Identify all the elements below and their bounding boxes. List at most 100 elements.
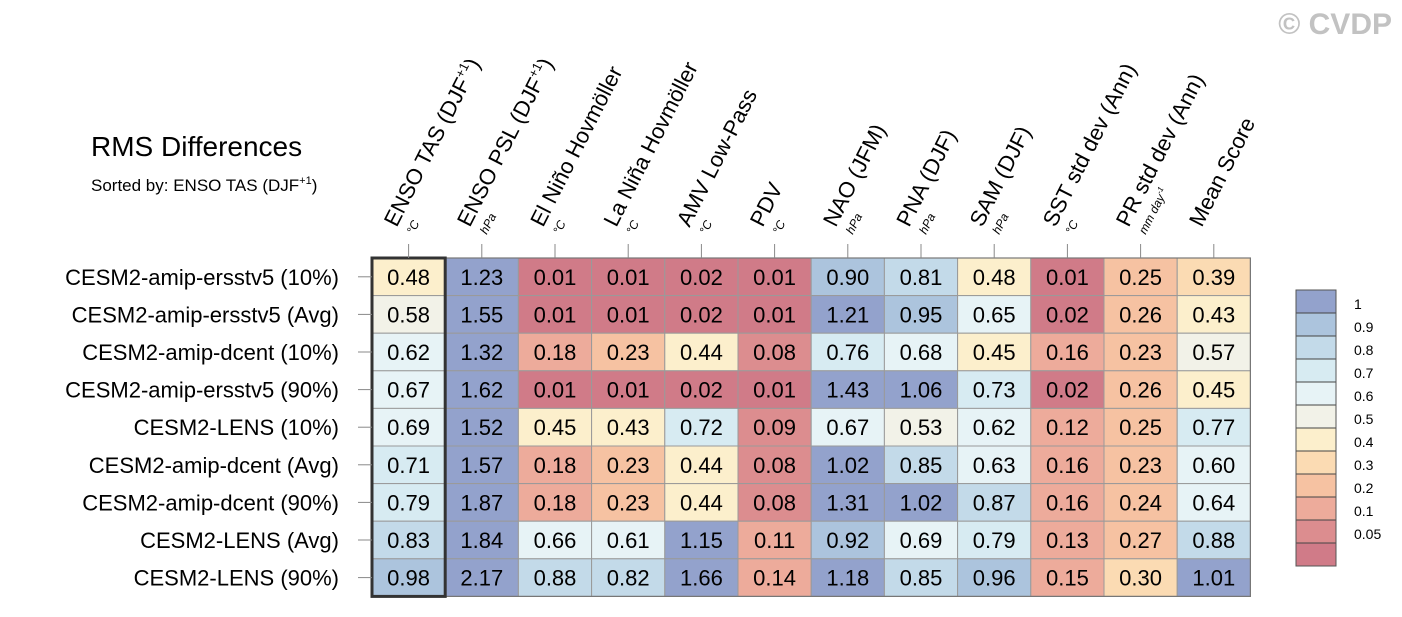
cell-value: 0.01 (607, 265, 650, 290)
legend-label: 0.8 (1354, 342, 1374, 358)
legend-swatch (1296, 474, 1336, 497)
cell-value: 0.13 (1046, 528, 1089, 553)
heatmap-cell (957, 370, 1032, 409)
cell-value: 1.06 (900, 378, 943, 403)
cell-value: 0.88 (1192, 528, 1235, 553)
row-label: CESM2-amip-ersstv5 (10%) (65, 265, 339, 290)
cell-value: 0.96 (973, 566, 1016, 591)
cell-value: 1.15 (680, 528, 723, 553)
cell-value: 1.31 (826, 490, 869, 515)
cell-value: 0.79 (973, 528, 1016, 553)
color-legend: 1 0.9 0.8 0.7 0.6 0.5 0.4 0.3 0.2 0.1 0.05 (1295, 289, 1381, 567)
heatmap-cell (810, 445, 885, 485)
cell-value: 0.53 (900, 415, 943, 440)
heatmap-cell (371, 558, 446, 597)
cell-value: 0.98 (387, 566, 430, 591)
row-labels: CESM2-amip-ersstv5 (10%) CESM2-amip-ersst… (65, 265, 372, 591)
cell-value: 0.18 (534, 340, 577, 365)
heatmap-cell (591, 520, 666, 560)
cell-values: 0.48 1.23 0.01 0.01 0.02 0.01 0.90 0.81 0.48 0.01… (387, 265, 1235, 591)
heatmap-cell (957, 483, 1032, 522)
cell-value: 0.43 (1192, 302, 1235, 327)
cell-value: 0.48 (387, 265, 430, 290)
cell-value: 0.44 (680, 340, 723, 365)
cell-value: 0.63 (973, 453, 1016, 478)
cell-value: 0.60 (1192, 453, 1235, 478)
heatmap-cell (517, 520, 593, 560)
heatmap-cell (810, 332, 885, 372)
heatmap-cell (664, 483, 739, 522)
heatmap-cell (810, 558, 885, 597)
heatmap-cell (957, 558, 1032, 597)
cell-value: 0.01 (1046, 265, 1089, 290)
column-unit: °C (770, 218, 789, 237)
cell-value: 0.64 (1192, 490, 1235, 515)
heatmap-cell (517, 483, 593, 522)
cell-value: 0.08 (753, 453, 796, 478)
heatmap-cell (883, 257, 959, 297)
cell-value: 0.27 (1119, 528, 1162, 553)
heatmap-cell (810, 483, 885, 522)
heatmap-cell (1103, 295, 1178, 334)
cell-value: 1.18 (826, 566, 869, 591)
cell-value: 0.43 (607, 415, 650, 440)
legend-label: 0.05 (1354, 526, 1381, 542)
heatmap-cell (444, 558, 519, 597)
heatmap-cell (1030, 483, 1105, 522)
cell-value: 0.65 (973, 302, 1016, 327)
cell-value: 0.23 (1119, 453, 1162, 478)
cell-value: 0.66 (534, 528, 577, 553)
heatmap-cell (591, 558, 666, 597)
cell-value: 0.12 (1046, 415, 1089, 440)
cell-value: 0.85 (900, 453, 943, 478)
heatmap-cell (371, 520, 446, 560)
heatmap-cell (1176, 483, 1251, 522)
cell-value: 1.01 (1192, 566, 1235, 591)
cell-value: 0.01 (534, 378, 577, 403)
cell-value: 0.72 (680, 415, 723, 440)
heatmap-cell (737, 558, 812, 597)
cell-value: 0.81 (900, 265, 943, 290)
cell-value: 0.90 (826, 265, 869, 290)
cell-value: 0.24 (1119, 490, 1162, 515)
cell-value: 0.26 (1119, 302, 1162, 327)
cell-value: 0.67 (387, 378, 430, 403)
cell-value: 0.01 (607, 378, 650, 403)
column-header: AMV Low-Pass (672, 85, 763, 230)
heatmap-cell (1176, 370, 1251, 409)
cell-value: 0.15 (1046, 566, 1089, 591)
heatmap-cell (371, 445, 446, 485)
cell-value: 0.62 (973, 415, 1016, 440)
legend-swatch (1296, 359, 1336, 382)
cell-value: 0.18 (534, 453, 577, 478)
cell-value: 0.01 (753, 378, 796, 403)
heatmap-cell (664, 332, 739, 372)
cell-value: 1.84 (460, 528, 503, 553)
cell-value: 0.26 (1119, 378, 1162, 403)
cell-value: 0.48 (973, 265, 1016, 290)
legend-swatch (1296, 428, 1336, 451)
cell-value: 0.87 (973, 490, 1016, 515)
cell-value: 0.92 (826, 528, 869, 553)
heatmap-cell (1176, 558, 1251, 597)
legend-label: 0.6 (1354, 388, 1374, 404)
heatmap-cell (1103, 370, 1178, 409)
heatmap-cell (1176, 520, 1251, 560)
legend-swatch (1296, 313, 1336, 336)
heatmap-cell (883, 558, 959, 597)
heatmap-cell (883, 445, 959, 485)
cell-value: 0.23 (607, 490, 650, 515)
cell-value: 0.23 (607, 340, 650, 365)
cell-value: 1.55 (460, 302, 503, 327)
column-unit: °C (1063, 218, 1082, 237)
row-label: CESM2-amip-dcent (90%) (82, 490, 339, 515)
cell-value: 1.43 (826, 378, 869, 403)
cell-value: 0.30 (1119, 566, 1162, 591)
cell-value: 0.82 (607, 566, 650, 591)
row-label: CESM2-LENS (90%) (134, 566, 339, 591)
cell-value: 0.44 (680, 453, 723, 478)
legend-swatch (1296, 405, 1336, 428)
cell-value: 0.69 (900, 528, 943, 553)
cell-value: 1.02 (900, 490, 943, 515)
heatmap-cell (737, 257, 812, 297)
